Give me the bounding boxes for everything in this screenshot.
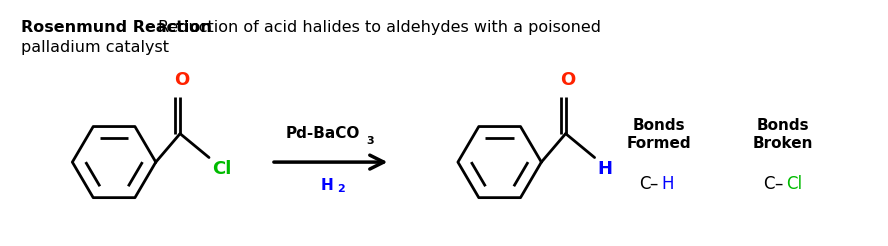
- Text: Bonds
Broken: Bonds Broken: [753, 118, 813, 151]
- Text: O: O: [174, 71, 190, 89]
- Text: Rosenmund Reaction: Rosenmund Reaction: [20, 20, 211, 35]
- Text: –: –: [650, 175, 658, 193]
- Text: 2: 2: [337, 184, 345, 194]
- Text: O: O: [560, 71, 575, 89]
- Text: C: C: [763, 175, 774, 193]
- Text: palladium catalyst: palladium catalyst: [20, 40, 169, 55]
- Text: Pd-BaCO: Pd-BaCO: [286, 126, 360, 141]
- Text: H: H: [321, 178, 333, 193]
- Text: H: H: [662, 175, 674, 193]
- Text: Cl: Cl: [786, 175, 802, 193]
- Text: –: –: [774, 175, 782, 193]
- Text: - Reduction of acid halides to aldehydes with a poisoned: - Reduction of acid halides to aldehydes…: [142, 20, 601, 35]
- Text: Cl: Cl: [212, 160, 232, 178]
- Text: H: H: [598, 160, 613, 178]
- Text: C: C: [638, 175, 650, 193]
- Text: 3: 3: [367, 137, 374, 146]
- Text: Bonds
Formed: Bonds Formed: [626, 118, 691, 151]
